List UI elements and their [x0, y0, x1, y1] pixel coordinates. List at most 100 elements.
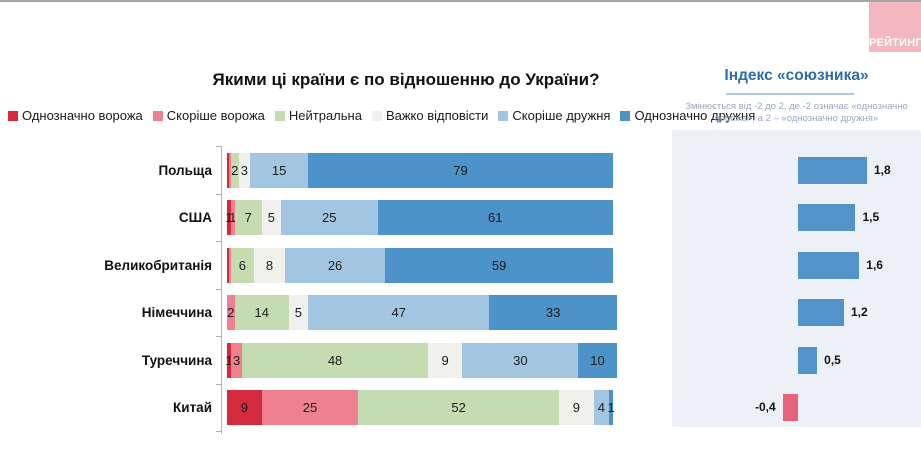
- page-title: Якими ці країни є по відношенню до Украї…: [212, 70, 600, 89]
- bar-segment: 61: [377, 200, 613, 235]
- segment-value: 15: [271, 162, 287, 178]
- segment-value: 1: [225, 210, 233, 225]
- bar-segment: 30: [462, 342, 579, 378]
- country-label: США: [178, 210, 212, 225]
- bar-segment: 9: [227, 390, 262, 425]
- legend-swatch: [8, 110, 18, 121]
- segment-value: 59: [491, 257, 507, 273]
- bar-segment: 25: [281, 200, 378, 235]
- bar-segment: 1: [225, 200, 233, 235]
- legend-item: Однозначно дружня: [620, 108, 755, 123]
- legend-label: Однозначно дружня: [634, 108, 756, 123]
- bar-segment: 4: [593, 390, 610, 425]
- index-subtitle: Змінюється від -2 до 2, де -2 означає «о…: [685, 101, 908, 124]
- axis-tick: [216, 288, 222, 290]
- bar-row: США 1 1 7 5 25 61: [0, 200, 921, 235]
- bar-segment: [228, 152, 231, 188]
- segment-value: 14: [254, 305, 269, 320]
- segment-value: 9: [441, 352, 449, 368]
- segment-value: 1: [607, 400, 615, 415]
- axis-tick: [216, 146, 222, 148]
- bar-segment: 26: [284, 247, 386, 283]
- segment-value: 2: [227, 305, 235, 320]
- rating-logo-text: РЕЙТИНГ: [869, 37, 921, 49]
- index-value: 1,8: [873, 162, 891, 177]
- segment-value: 10: [590, 352, 605, 368]
- segment-value: 79: [453, 162, 468, 178]
- index-title: Індекс «союзника»: [724, 67, 869, 84]
- legend-swatch: [274, 110, 285, 121]
- index-bar: [782, 394, 798, 421]
- bar-segment: 5: [288, 295, 309, 330]
- bar-row: Польща 2 3 15 79: [0, 152, 921, 188]
- index-bar: [798, 204, 856, 231]
- index-bar: [798, 251, 860, 279]
- segment-value: 5: [267, 210, 275, 225]
- legend-label: Скоріше ворожа: [166, 108, 265, 123]
- bar-segment: [227, 152, 229, 188]
- bar-segment: 2: [230, 152, 239, 188]
- bar-segment: 2: [227, 295, 235, 330]
- segment-value: 26: [327, 257, 343, 273]
- index-bar: [798, 156, 867, 184]
- segment-value: 2: [231, 162, 239, 178]
- legend-swatch: [498, 110, 509, 121]
- chart-legend: Однозначно ворожа Скоріше ворожа Нейтральн…: [8, 108, 755, 123]
- axis-tick: [216, 431, 222, 433]
- index-value: -0,4: [755, 400, 776, 414]
- index-value: 1,6: [866, 257, 883, 272]
- index-value: 1,5: [862, 210, 880, 224]
- bar-segment: 25: [261, 390, 359, 425]
- bar-segment: 59: [385, 247, 613, 283]
- index-value: 1,2: [850, 305, 868, 319]
- bar-segment: 33: [489, 295, 617, 330]
- legend-swatch: [620, 110, 631, 121]
- index-bar: [798, 299, 844, 326]
- axis-tick: [216, 383, 222, 385]
- legend-swatch: [371, 110, 382, 121]
- segment-value: 9: [240, 400, 248, 415]
- country-label: Великобританія: [104, 257, 212, 273]
- legend-label: Нейтральна: [288, 108, 362, 123]
- country-label: Німеччина: [141, 305, 212, 320]
- segment-value: 52: [451, 400, 466, 415]
- bar-row: Китай 9 25 52 9 4 1: [0, 390, 921, 425]
- bar-segment: 1: [225, 342, 233, 378]
- bar-segment: 47: [308, 295, 490, 330]
- bar-segment: 9: [558, 390, 594, 425]
- bar-row: Німеччина 2 14 5 47 33: [0, 295, 921, 330]
- segment-value: 5: [294, 305, 303, 320]
- bar-segment: 9: [427, 342, 463, 378]
- bar-segment: 79: [308, 152, 613, 188]
- bar-segment: 10: [578, 342, 617, 378]
- top-divider: [0, 0, 921, 2]
- segment-value: 9: [572, 400, 580, 415]
- index-bar: [798, 346, 818, 374]
- bar-segments: 2 3 15 79: [227, 152, 613, 188]
- axis-tick: [216, 193, 222, 195]
- bar-segment: 48: [242, 342, 428, 378]
- bar-row: Туреччина 1 3 48 9 30 10: [0, 342, 921, 378]
- legend-item: Важко відповісти: [371, 108, 488, 123]
- segment-value: 3: [240, 162, 248, 178]
- bar-segments: 6 8 26 59: [227, 247, 613, 283]
- country-label: Туреччина: [141, 352, 212, 368]
- legend-item: Нейтральна: [274, 108, 362, 123]
- bar-segment: 6: [230, 247, 254, 283]
- segment-value: 48: [327, 352, 343, 368]
- index-title-underline: [726, 93, 854, 95]
- bar-segment: 3: [230, 342, 243, 378]
- legend-item: Скоріше дружня: [498, 108, 610, 123]
- bar-segment: [227, 247, 229, 283]
- rating-logo: РЕЙТИНГ: [869, 2, 921, 52]
- bar-segment: [228, 247, 231, 283]
- bar-segment: 1: [229, 200, 236, 235]
- legend-item: Однозначно ворожа: [8, 108, 143, 123]
- segment-value: 33: [545, 305, 561, 320]
- bar-segments: 1 1 7 5 25 61: [225, 200, 613, 235]
- bar-segment: 3: [238, 152, 251, 188]
- legend-label: Скоріше дружня: [512, 108, 611, 123]
- bar-segment: 14: [234, 295, 289, 330]
- segment-value: 25: [302, 400, 318, 415]
